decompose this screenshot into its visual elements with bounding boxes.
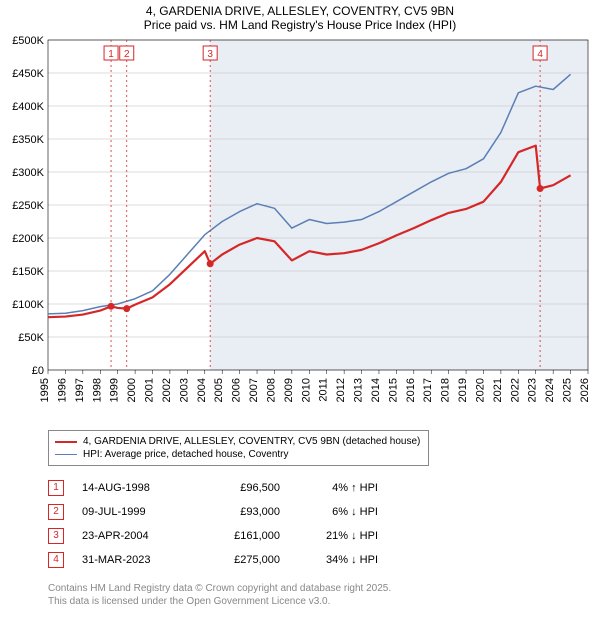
x-tick-label: 2021 — [492, 378, 504, 402]
x-tick-label: 2011 — [318, 378, 330, 402]
chart-title-block: 4, GARDENIA DRIVE, ALLESLEY, COVENTRY, C… — [0, 0, 600, 34]
sale-marker-number: 4 — [537, 49, 543, 60]
x-tick-label: 2008 — [265, 378, 277, 402]
sale-marker-dot — [207, 260, 214, 267]
sale-marker-dot — [108, 303, 115, 310]
y-tick-label: £150K — [12, 266, 44, 278]
sale-marker-number: 1 — [108, 49, 114, 60]
legend-swatch — [55, 454, 77, 455]
sale-marker-dot — [123, 305, 130, 312]
sales-row-diff: 34% ↓ HPI — [298, 554, 378, 566]
x-tick-label: 1996 — [56, 378, 68, 402]
sales-row-price: £161,000 — [200, 530, 280, 542]
y-tick-label: £450K — [12, 68, 44, 80]
y-tick-label: £250K — [12, 200, 44, 212]
x-tick-label: 2012 — [335, 378, 347, 402]
legend: 4, GARDENIA DRIVE, ALLESLEY, COVENTRY, C… — [48, 430, 429, 466]
y-tick-label: £400K — [12, 101, 44, 113]
legend-swatch — [55, 441, 77, 443]
sales-table: 1 14-AUG-1998 £96,500 4% ↑ HPI 2 09-JUL-1999 £… — [48, 476, 600, 572]
x-tick-label: 1998 — [91, 378, 103, 402]
sales-row-marker: 2 — [48, 504, 64, 520]
x-tick-label: 2026 — [579, 378, 591, 402]
x-tick-label: 2025 — [562, 378, 574, 402]
sales-row: 2 09-JUL-1999 £93,000 6% ↓ HPI — [48, 500, 600, 524]
x-tick-label: 1995 — [39, 378, 51, 402]
sales-row-price: £96,500 — [200, 482, 280, 494]
y-tick-label: £0 — [32, 365, 44, 377]
chart: £0 £50K £100K £150K £200K £250K £300K £350K £400… — [0, 34, 600, 422]
x-tick-label: 1999 — [109, 378, 121, 402]
y-tick-label: £500K — [12, 35, 44, 47]
legend-label: HPI: Average price, detached house, Cove… — [83, 449, 289, 460]
x-tick-label: 2019 — [457, 378, 469, 402]
chart-svg: £0 £50K £100K £150K £200K £250K £300K £350K £400… — [0, 34, 600, 422]
sales-row-diff: 21% ↓ HPI — [298, 530, 378, 542]
x-tick-label: 2023 — [527, 378, 539, 402]
x-tick-label: 2013 — [353, 378, 365, 402]
x-tick-label: 2000 — [126, 378, 138, 402]
x-tick-label: 2002 — [161, 378, 173, 402]
x-tick-label: 2004 — [196, 378, 208, 402]
x-tick-label: 2009 — [283, 378, 295, 402]
sales-row-marker: 1 — [48, 480, 64, 496]
sales-row-date: 23-APR-2004 — [82, 530, 182, 542]
y-tick-label: £50K — [18, 332, 44, 344]
y-tick-label: £300K — [12, 167, 44, 179]
legend-row: 4, GARDENIA DRIVE, ALLESLEY, COVENTRY, C… — [55, 435, 420, 448]
sale-marker-number: 3 — [207, 49, 213, 60]
x-tick-label: 2017 — [422, 378, 434, 402]
x-tick-label: 2005 — [213, 378, 225, 402]
x-tick-label: 2007 — [248, 378, 260, 402]
legend-row: HPI: Average price, detached house, Cove… — [55, 448, 420, 461]
x-tick-label: 2020 — [474, 378, 486, 402]
y-tick-label: £350K — [12, 134, 44, 146]
footer: Contains HM Land Registry data © Crown c… — [48, 582, 600, 614]
sales-row-date: 14-AUG-1998 — [82, 482, 182, 494]
sales-row: 1 14-AUG-1998 £96,500 4% ↑ HPI — [48, 476, 600, 500]
sales-row-diff: 4% ↑ HPI — [298, 482, 378, 494]
x-tick-label: 2024 — [544, 378, 556, 402]
footer-line2: This data is licensed under the Open Gov… — [48, 595, 600, 608]
y-tick-label: £200K — [12, 233, 44, 245]
chart-title-line2: Price paid vs. HM Land Registry's House … — [0, 18, 600, 32]
sales-row-date: 09-JUL-1999 — [82, 506, 182, 518]
sales-row-price: £93,000 — [200, 506, 280, 518]
x-tick-label: 2010 — [300, 378, 312, 402]
sales-row-price: £275,000 — [200, 554, 280, 566]
x-tick-label: 2016 — [405, 378, 417, 402]
x-tick-label: 1997 — [74, 378, 86, 402]
sales-row: 4 31-MAR-2023 £275,000 34% ↓ HPI — [48, 548, 600, 572]
sales-row-date: 31-MAR-2023 — [82, 554, 182, 566]
legend-label: 4, GARDENIA DRIVE, ALLESLEY, COVENTRY, C… — [83, 436, 420, 447]
sales-row: 3 23-APR-2004 £161,000 21% ↓ HPI — [48, 524, 600, 548]
x-tick-label: 2018 — [440, 378, 452, 402]
chart-title-line1: 4, GARDENIA DRIVE, ALLESLEY, COVENTRY, C… — [0, 4, 600, 18]
y-tick-label: £100K — [12, 299, 44, 311]
sale-marker-number: 2 — [124, 49, 130, 60]
x-tick-label: 2001 — [144, 378, 156, 402]
sales-row-marker: 3 — [48, 528, 64, 544]
footer-line1: Contains HM Land Registry data © Crown c… — [48, 582, 600, 595]
sale-marker-dot — [537, 185, 544, 192]
x-tick-label: 2022 — [509, 378, 521, 402]
x-tick-label: 2003 — [178, 378, 190, 402]
sales-row-diff: 6% ↓ HPI — [298, 506, 378, 518]
x-tick-label: 2014 — [370, 378, 382, 402]
x-tick-label: 2006 — [231, 378, 243, 402]
sales-row-marker: 4 — [48, 552, 64, 568]
x-tick-label: 2015 — [387, 378, 399, 402]
